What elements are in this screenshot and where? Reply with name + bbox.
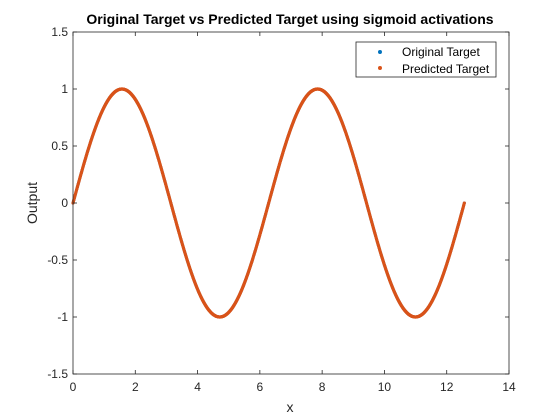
y-tick-label: -1 — [57, 310, 68, 324]
legend-label-original: Original Target — [402, 45, 480, 59]
x-axis-label: x — [287, 399, 294, 415]
y-tick-label: 0 — [61, 196, 68, 210]
x-tick-label: 6 — [257, 380, 264, 394]
x-axis-ticks: 0 2 4 6 8 10 12 14 — [70, 32, 516, 394]
legend-box — [355, 41, 497, 78]
x-tick-label: 8 — [319, 380, 326, 394]
plot-area — [73, 32, 509, 374]
x-tick-label: 4 — [194, 380, 201, 394]
y-tick-label: -1.5 — [47, 367, 68, 381]
series-predicted-target — [71, 87, 466, 319]
x-tick-label: 0 — [70, 380, 77, 394]
legend-marker-predicted — [378, 66, 382, 70]
x-tick-label: 10 — [378, 380, 392, 394]
legend-marker-original — [378, 50, 382, 54]
y-tick-label: 0.5 — [51, 139, 68, 153]
legend-label-predicted: Predicted Target — [402, 62, 490, 76]
x-tick-label: 14 — [502, 380, 516, 394]
x-tick-label: 2 — [132, 380, 139, 394]
y-tick-label: 1.5 — [51, 25, 68, 39]
chart-title: Original Target vs Predicted Target usin… — [86, 11, 493, 27]
y-tick-label: 1 — [61, 82, 68, 96]
y-axis-label: Output — [24, 182, 40, 224]
y-tick-label: -0.5 — [47, 253, 68, 267]
legend: Original Target Predicted Target — [355, 41, 497, 78]
y-axis-ticks: -1.5 -1 -0.5 0 0.5 1 1.5 — [47, 25, 509, 381]
x-tick-label: 12 — [440, 380, 454, 394]
point-predicted-target — [462, 201, 466, 205]
